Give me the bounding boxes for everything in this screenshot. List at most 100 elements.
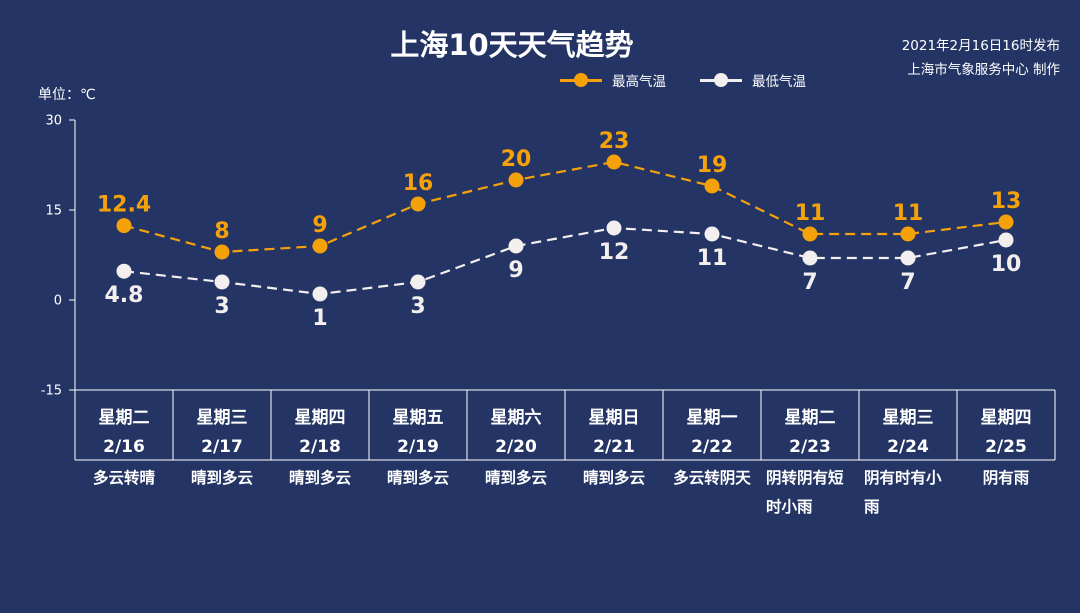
day-weather-text: 阴转阴有短 — [766, 468, 844, 487]
day-weekday: 星期六 — [491, 407, 542, 428]
day-date: 2/22 — [691, 437, 733, 457]
day-date: 2/24 — [887, 437, 929, 457]
day-cell: 星期二 2/16 多云转晴 — [93, 408, 156, 487]
low-temp-label: 9 — [508, 258, 523, 283]
day-date: 2/18 — [299, 437, 341, 457]
day-weekday: 星期四 — [295, 408, 346, 428]
high-temp-label: 23 — [599, 129, 630, 154]
low-temp-point — [116, 263, 132, 279]
day-weather-text: 多云转阴天 — [673, 468, 751, 487]
low-temp-label: 7 — [802, 270, 817, 295]
high-temp-point — [900, 226, 916, 242]
chart-title: 上海10天天气趋势 — [390, 28, 634, 62]
low-temp-label: 4.8 — [105, 283, 144, 308]
y-tick-label: 30 — [45, 114, 62, 129]
day-weather-text: 时小雨 — [766, 498, 813, 516]
legend-high-label: 最高气温 — [612, 74, 666, 90]
high-temp-point — [998, 214, 1014, 230]
low-temp-point — [900, 250, 916, 266]
low-temp-line — [123, 226, 1007, 296]
high-temp-label: 13 — [991, 189, 1022, 214]
legend-item-low: 最低气温 — [700, 70, 806, 90]
publish-info: 2021年2月16日16时发布 上海市气象服务中心 制作 — [902, 34, 1060, 82]
day-weather-text: 晴到多云 — [485, 468, 547, 487]
day-weekday: 星期四 — [981, 408, 1032, 428]
day-cell: 星期四 2/18 晴到多云 — [289, 408, 351, 487]
day-weather-text: 晴到多云 — [289, 468, 351, 487]
high-temp-point — [410, 196, 426, 212]
high-temp-label: 12.4 — [97, 193, 151, 218]
publish-time: 2021年2月16日16时发布 — [901, 38, 1060, 54]
low-temp-label: 3 — [214, 294, 229, 319]
high-temp-label: 11 — [795, 201, 826, 226]
legend-high-swatch — [560, 73, 602, 87]
day-weather-text: 晴到多云 — [191, 468, 253, 487]
day-cell: 星期三 2/17 晴到多云 — [191, 408, 253, 487]
y-tick-label: 0 — [54, 294, 62, 309]
day-weather-text: 阴有雨 — [983, 468, 1030, 487]
day-cell: 星期六 2/20 晴到多云 — [485, 407, 547, 487]
legend-low-swatch — [700, 73, 742, 87]
day-weekday: 星期二 — [99, 408, 150, 428]
day-cell: 星期五 2/19 晴到多云 — [387, 408, 449, 487]
high-temp-label: 8 — [214, 219, 229, 244]
day-weekday: 星期一 — [687, 408, 738, 428]
low-temp-label: 10 — [991, 252, 1022, 277]
high-temp-label: 9 — [312, 213, 327, 238]
unit-label: 单位：℃ — [38, 87, 96, 103]
legend-item-high: 最高气温 — [560, 70, 666, 90]
low-temp-label: 12 — [599, 240, 630, 265]
publisher: 上海市气象服务中心 制作 — [907, 62, 1060, 78]
y-tick-label: -15 — [41, 384, 62, 399]
high-temp-label: 19 — [697, 153, 728, 178]
y-tick-label: 15 — [45, 204, 62, 219]
low-temp-label: 11 — [697, 246, 728, 271]
day-date: 2/23 — [789, 437, 831, 457]
low-temp-label: 1 — [312, 306, 327, 331]
day-weather-text: 多云转晴 — [93, 468, 156, 487]
low-temp-point — [802, 250, 818, 266]
high-temp-point — [704, 178, 720, 194]
day-weekday: 星期五 — [393, 408, 444, 428]
low-temp-point — [606, 220, 622, 236]
high-temp-point — [606, 154, 622, 170]
low-temp-label: 3 — [410, 294, 425, 319]
high-temp-label: 11 — [893, 201, 924, 226]
high-temp-point — [214, 244, 230, 260]
day-weekday: 星期三 — [883, 408, 934, 428]
high-temp-point — [508, 172, 524, 188]
day-weather-text: 雨 — [864, 498, 880, 516]
high-temp-label: 20 — [501, 147, 532, 172]
high-temp-point — [116, 218, 132, 234]
low-temp-point — [998, 232, 1014, 248]
low-temp-point — [214, 274, 230, 290]
day-date: 2/21 — [593, 437, 635, 457]
high-temp-label: 16 — [403, 171, 434, 196]
day-date: 2/17 — [201, 437, 243, 457]
legend-low-label: 最低气温 — [752, 74, 806, 90]
day-cell: 星期日 2/21 晴到多云 — [583, 408, 645, 487]
low-temp-point — [704, 226, 720, 242]
day-date: 2/20 — [495, 437, 537, 457]
low-temp-point — [410, 274, 426, 290]
high-temp-point — [802, 226, 818, 242]
legend: 最高气温 最低气温 — [560, 70, 806, 90]
high-temp-line — [123, 160, 1007, 254]
day-date: 2/16 — [103, 437, 145, 457]
day-date: 2/25 — [985, 437, 1027, 457]
low-temp-label: 7 — [900, 270, 915, 295]
day-weekday: 星期二 — [785, 408, 836, 428]
high-temp-point — [312, 238, 328, 254]
day-date: 2/19 — [397, 437, 439, 457]
day-weather-text: 晴到多云 — [583, 468, 645, 487]
low-temp-point — [312, 286, 328, 302]
day-cell: 星期一 2/22 多云转阴天 — [673, 408, 751, 487]
low-temp-point — [508, 238, 524, 254]
day-weekday: 星期三 — [197, 408, 248, 428]
day-cell: 星期四 2/25 阴有雨 — [981, 408, 1032, 487]
day-weekday: 星期日 — [589, 408, 640, 428]
day-weather-text: 晴到多云 — [387, 468, 449, 487]
